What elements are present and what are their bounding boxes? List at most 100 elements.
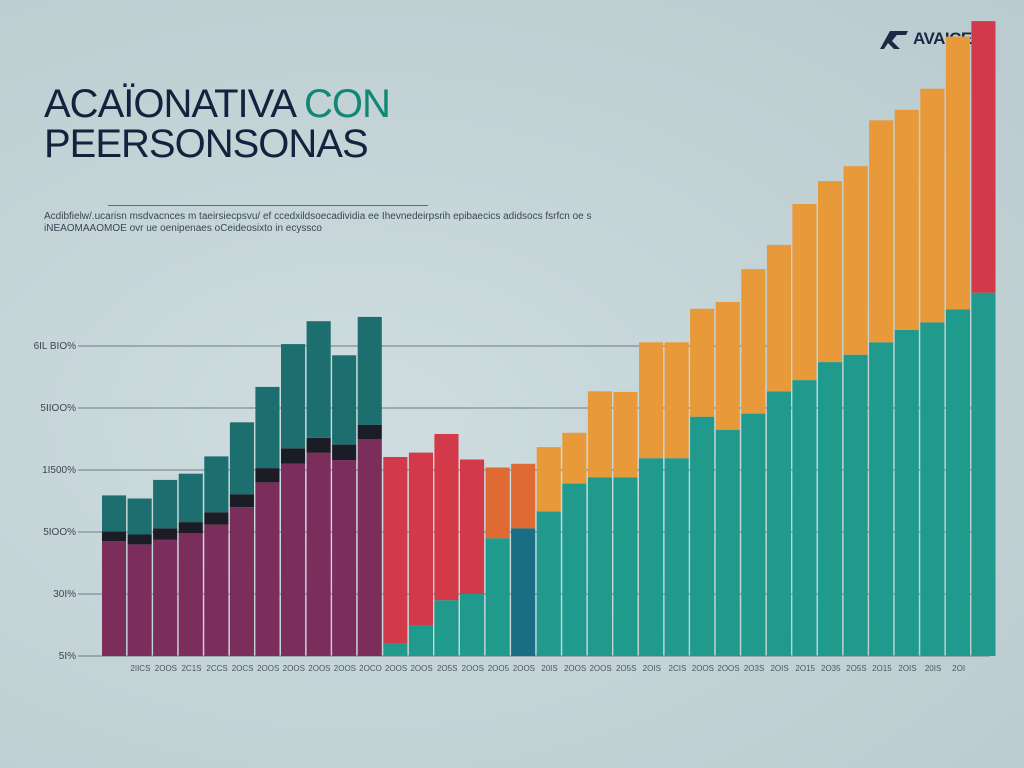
x-tick-label: 2O35 <box>821 664 841 673</box>
bar-segment <box>562 432 587 484</box>
bar-segment <box>945 309 970 656</box>
subtitle: Acdibfielw/.ucarisn msdvacnces m taeirsi… <box>44 211 592 234</box>
bar-segment <box>741 269 766 414</box>
bar-segment <box>485 467 510 539</box>
bar-segment <box>715 429 740 656</box>
bar-segment <box>153 539 178 656</box>
bar-segment <box>102 495 127 532</box>
bar-segment <box>178 473 203 523</box>
bar-segment <box>690 308 715 417</box>
x-tick-label: 2OOS <box>385 664 407 673</box>
bar-segment <box>408 625 433 656</box>
x-tick-label: 2OCO <box>359 664 382 673</box>
bar-segment <box>894 329 919 656</box>
x-tick-label: 2OIS <box>898 664 916 673</box>
x-tick-label: 2OOS <box>155 664 177 673</box>
bar-segment <box>204 524 229 656</box>
bar-segment <box>639 342 664 459</box>
bar-segment <box>894 109 919 330</box>
bar-segment <box>664 342 689 459</box>
bar-segment <box>434 434 459 601</box>
bar-segment <box>587 477 612 656</box>
bar-segment <box>153 479 178 529</box>
x-tick-label: 2OOS <box>462 664 484 673</box>
x-tick-label: 2OOS <box>334 664 356 673</box>
bar-segment <box>306 437 331 453</box>
x-tick-label: 2OOS <box>410 664 432 673</box>
x-tick-label: 2OOS <box>564 664 586 673</box>
bar-segment <box>127 534 152 545</box>
x-tick-label: 2OOS <box>589 664 611 673</box>
bar-segment <box>434 600 459 656</box>
bar-segment <box>792 204 817 381</box>
x-tick-label: 20IS <box>541 664 557 673</box>
x-tick-label: 2O5S <box>846 664 866 673</box>
x-tick-label: 2OIS <box>643 664 661 673</box>
x-tick-label: 2OO5 <box>488 664 510 673</box>
bar-segment <box>715 302 740 430</box>
bar-segment <box>536 511 561 656</box>
bar-segment <box>818 362 843 656</box>
bar-segment <box>460 594 485 656</box>
x-tick-label: 2C1S <box>181 664 201 673</box>
bar-segment <box>229 422 254 495</box>
bar-segment <box>281 448 306 464</box>
bar-segment <box>204 456 229 513</box>
bar-segment <box>920 322 945 656</box>
bar-segment <box>485 538 510 656</box>
bar-segment <box>357 316 382 425</box>
title-accent: CON <box>303 82 391 126</box>
y-tick-label: 30I% <box>53 589 76 600</box>
bar-segment <box>332 460 357 656</box>
bar-segment <box>255 386 280 469</box>
page-title: ACAÏONATIVA CON PEERSONSONAS <box>44 82 391 166</box>
bar-segment <box>766 391 791 656</box>
bar-segment <box>587 391 612 478</box>
bar-segment <box>229 494 254 508</box>
x-tick-label: 2OOS <box>717 664 739 673</box>
bar-segment <box>281 344 306 449</box>
x-tick-label: 2OOS <box>308 664 330 673</box>
bar-segment <box>945 36 970 310</box>
bar-segment <box>383 457 408 644</box>
bar-segment <box>332 355 357 445</box>
bar-segment <box>843 354 868 656</box>
bar-segment <box>102 531 127 542</box>
bar-segment <box>613 391 638 478</box>
bar-segment <box>383 643 408 656</box>
bar-segment <box>127 544 152 656</box>
bar-segment <box>971 21 996 293</box>
y-tick-label: 1I500% <box>42 465 76 476</box>
bar-segment <box>511 528 536 656</box>
bar-segment <box>332 444 357 461</box>
x-tick-label: 2O15 <box>795 664 815 673</box>
bar-segment <box>511 463 536 529</box>
bar-segment <box>792 380 817 656</box>
y-tick-label: 5IIOO% <box>40 403 76 414</box>
bar-segment <box>178 522 203 534</box>
bar-segment <box>178 533 203 656</box>
bar-segment <box>741 413 766 656</box>
bar-segment <box>281 463 306 656</box>
bar-segment <box>613 477 638 656</box>
x-tick-label: 2OCS <box>232 664 254 673</box>
bar-segment <box>127 498 152 535</box>
x-tick-label: 2OI <box>952 664 965 673</box>
bar-segment <box>204 512 229 525</box>
bar-segment <box>690 416 715 656</box>
bar-segment <box>818 181 843 363</box>
bar-segment <box>971 292 996 656</box>
bar-segment <box>843 166 868 355</box>
x-tick-label: 20IS <box>925 664 941 673</box>
bar-segment <box>102 541 127 656</box>
x-tick-label: 2O15 <box>872 664 892 673</box>
x-tick-label: 2OOS <box>692 664 714 673</box>
bar-segment <box>306 452 331 656</box>
title-line-1: ACAÏONATIVA <box>44 82 295 126</box>
title-line-2: PEERSONSONAS <box>44 122 369 166</box>
title-divider <box>108 205 428 206</box>
x-tick-label: 2O3S <box>744 664 764 673</box>
bar-segment <box>306 321 331 438</box>
bar-segment <box>869 120 894 343</box>
